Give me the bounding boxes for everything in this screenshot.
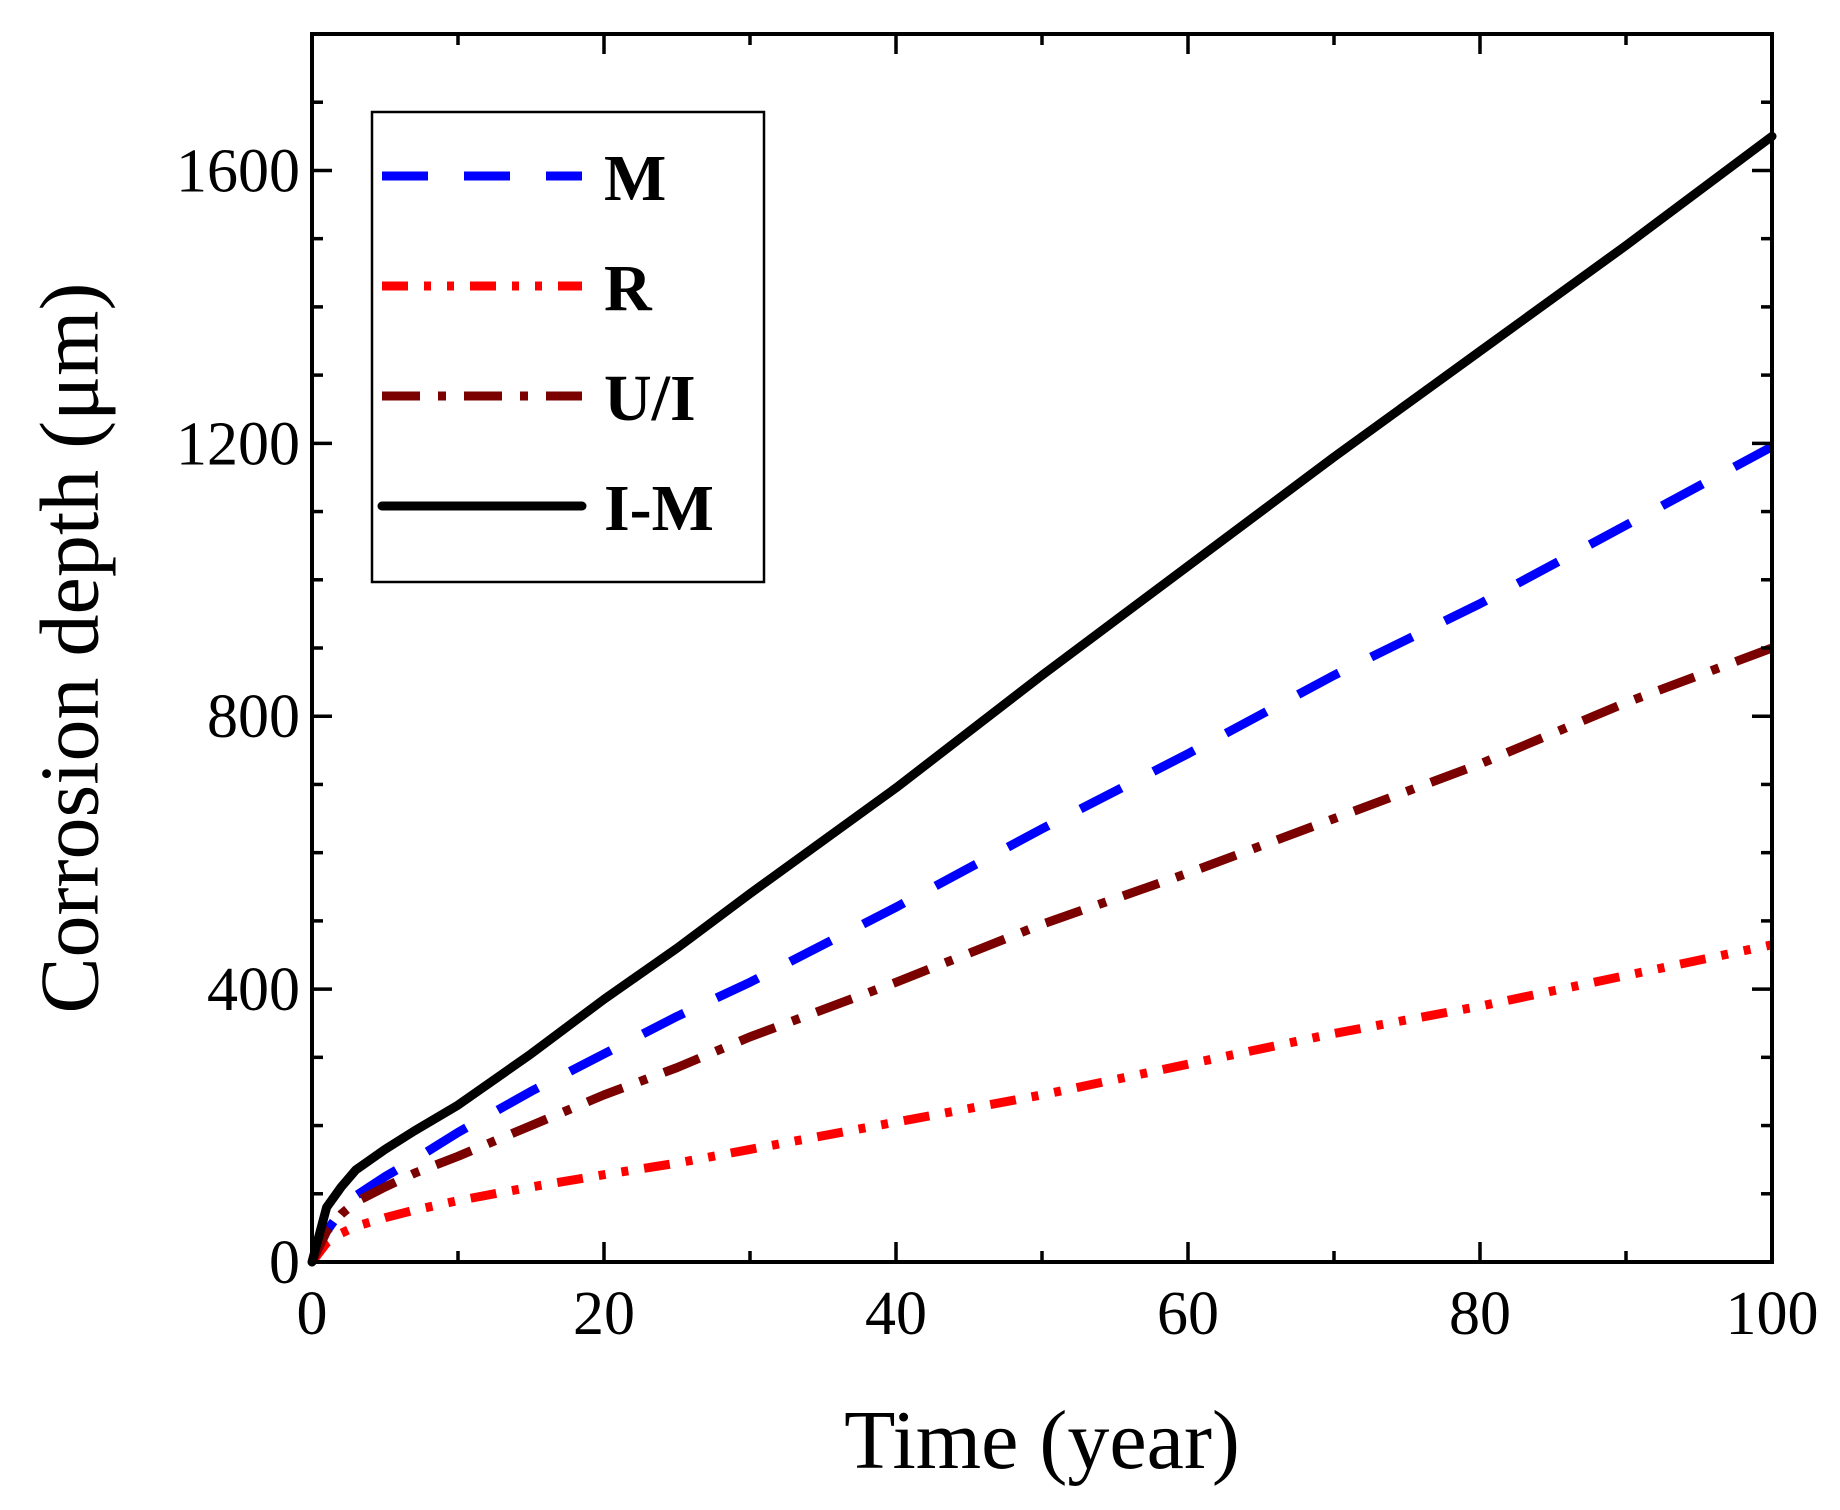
ticks: [310, 32, 1774, 1264]
y-tick-label: 0: [269, 1229, 300, 1297]
legend: MR U/I I-M: [370, 110, 766, 584]
y-tick-label: 800: [207, 683, 300, 751]
series-line-i-m: [307, 131, 1777, 1267]
x-tick-label: 100: [1726, 1280, 1819, 1348]
x-tick-label: 40: [865, 1280, 927, 1348]
x-tick-label: 20: [573, 1280, 635, 1348]
y-tick-label: 400: [207, 956, 300, 1024]
x-tick-label: 0: [297, 1280, 328, 1348]
legend-label-u-i: U/I: [604, 362, 696, 435]
series-line-u-i: [307, 643, 1774, 1264]
y-axis-title: Corrosion depth (μm): [23, 283, 116, 1014]
x-tick-label: 60: [1157, 1280, 1219, 1348]
plot-lines: [307, 131, 1777, 1267]
tick-labels: 0 20 40 60 80 100 0 400 800 1200 1600: [176, 137, 1819, 1348]
legend-label-i-m: I-M: [604, 472, 714, 545]
x-axis-title: Time (year): [844, 1394, 1240, 1487]
legend-label-r: R: [604, 252, 653, 325]
y-tick-label: 1200: [176, 410, 300, 478]
series-line-r: [308, 940, 1773, 1265]
x-tick-label: 80: [1449, 1280, 1511, 1348]
y-tick-label: 1600: [176, 137, 300, 205]
legend-items: MR U/I I-M: [377, 142, 714, 545]
legend-label-m: M: [604, 142, 666, 215]
